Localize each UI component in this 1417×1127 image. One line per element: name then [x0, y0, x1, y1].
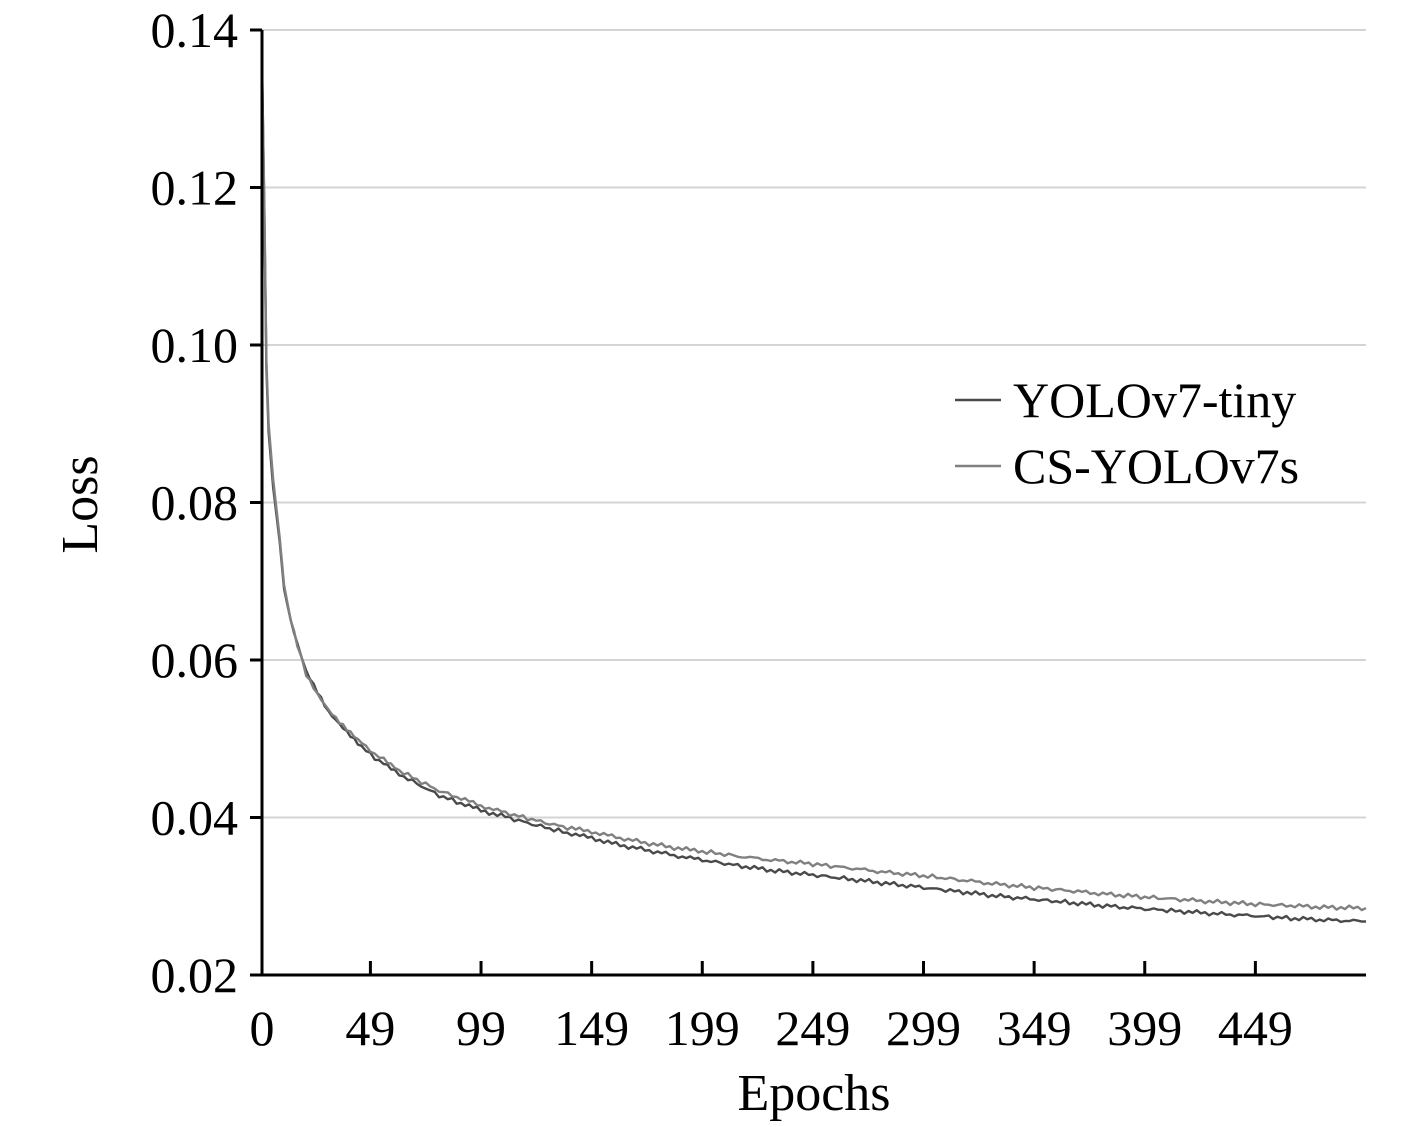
x-tick-label: 299 — [886, 1000, 961, 1056]
x-tick-label: 349 — [997, 1000, 1072, 1056]
x-tick-label: 249 — [775, 1000, 850, 1056]
series-layer — [260, 61, 1367, 924]
x-tick-label: 449 — [1218, 1000, 1293, 1056]
x-tick-label: 199 — [665, 1000, 740, 1056]
legend: YOLOv7-tiny CS-YOLOv7s — [955, 372, 1299, 494]
y-tick-label: 0.12 — [151, 160, 239, 216]
y-tick-label: 0.04 — [151, 790, 239, 846]
y-tick-label: 0.08 — [151, 475, 239, 531]
ticks: 0.02 0.04 0.06 0.08 0.10 0.12 0.14 0 49 99 149 199 2… — [151, 2, 1293, 1056]
legend-label: YOLOv7-tiny — [1013, 372, 1296, 428]
x-tick-label: 399 — [1107, 1000, 1182, 1056]
y-tick-label: 0.02 — [151, 947, 239, 1003]
series-line-yolov7-tiny — [260, 61, 1367, 924]
y-axis-title: Loss — [52, 455, 109, 553]
x-tick-label: 49 — [345, 1000, 395, 1056]
x-tick-label: 99 — [456, 1000, 506, 1056]
series-line-cs-yolov7s — [260, 69, 1367, 912]
y-tick-label: 0.06 — [151, 632, 239, 688]
y-tick-label: 0.14 — [151, 2, 239, 58]
x-tick-label: 0 — [250, 1000, 275, 1056]
legend-label: CS-YOLOv7s — [1013, 438, 1299, 494]
x-axis-title: Epochs — [737, 1065, 890, 1122]
y-tick-label: 0.10 — [151, 317, 239, 373]
gridlines — [262, 29, 1366, 819]
x-tick-label: 149 — [554, 1000, 629, 1056]
